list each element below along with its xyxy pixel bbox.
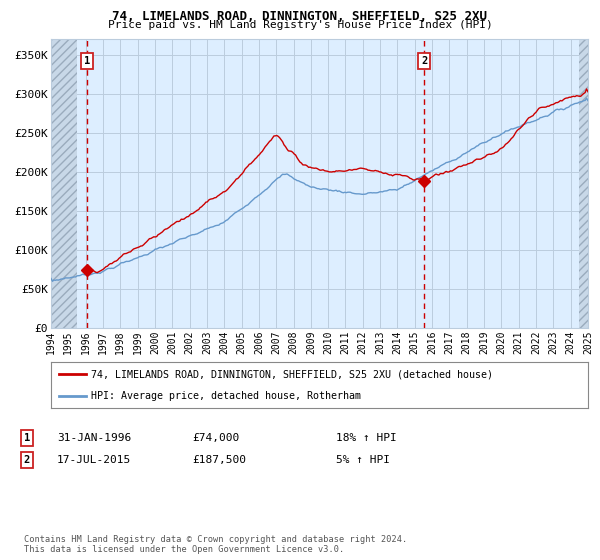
Text: 2: 2 xyxy=(421,56,427,66)
Text: 1: 1 xyxy=(84,56,90,66)
Text: 31-JAN-1996: 31-JAN-1996 xyxy=(57,433,131,443)
Bar xyxy=(51,39,77,328)
Bar xyxy=(580,39,588,328)
Text: 74, LIMELANDS ROAD, DINNINGTON, SHEFFIELD, S25 2XU (detached house): 74, LIMELANDS ROAD, DINNINGTON, SHEFFIEL… xyxy=(91,369,493,379)
Text: 18% ↑ HPI: 18% ↑ HPI xyxy=(336,433,397,443)
Text: 5% ↑ HPI: 5% ↑ HPI xyxy=(336,455,390,465)
Text: HPI: Average price, detached house, Rotherham: HPI: Average price, detached house, Roth… xyxy=(91,391,361,401)
Text: This data is licensed under the Open Government Licence v3.0.: This data is licensed under the Open Gov… xyxy=(24,545,344,554)
Text: Contains HM Land Registry data © Crown copyright and database right 2024.: Contains HM Land Registry data © Crown c… xyxy=(24,535,407,544)
Text: £74,000: £74,000 xyxy=(192,433,239,443)
Text: Price paid vs. HM Land Registry's House Price Index (HPI): Price paid vs. HM Land Registry's House … xyxy=(107,20,493,30)
Text: 74, LIMELANDS ROAD, DINNINGTON, SHEFFIELD, S25 2XU: 74, LIMELANDS ROAD, DINNINGTON, SHEFFIEL… xyxy=(113,10,487,23)
Text: 1: 1 xyxy=(24,433,30,443)
Text: £187,500: £187,500 xyxy=(192,455,246,465)
Text: 2: 2 xyxy=(24,455,30,465)
Text: 17-JUL-2015: 17-JUL-2015 xyxy=(57,455,131,465)
